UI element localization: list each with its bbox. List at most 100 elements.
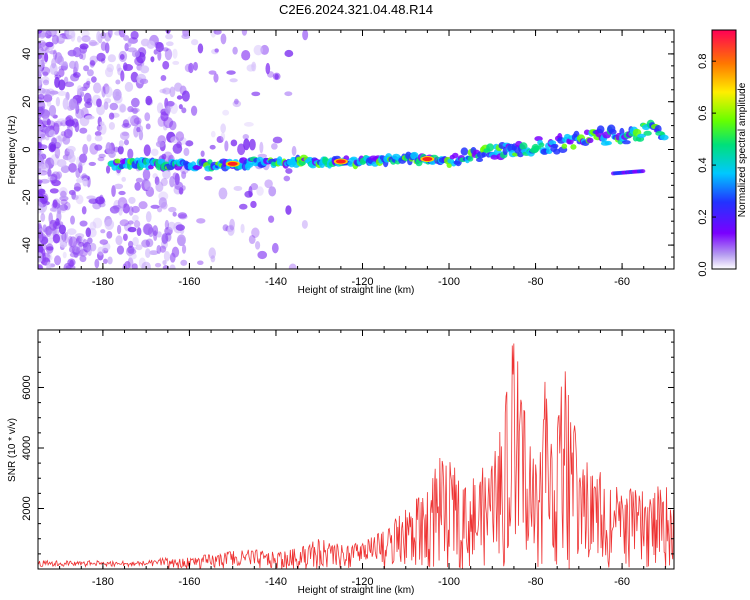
heatmap-noise-cell [61,231,67,242]
heatmap-ridge-cell [410,151,419,160]
heatmap-noise-cell [38,79,43,90]
heatmap-noise-cell [181,170,187,179]
heatmap-noise-cell [118,190,126,196]
heatmap-noise-cell [116,224,122,235]
heatmap-noise-cell [114,183,124,190]
heatmap-noise-cell [39,178,50,184]
heatmap-noise-cell [256,186,264,196]
heatmap-noise-cell [119,219,130,227]
heatmap-noise-cell [157,116,166,127]
heatmap-noise-cell [227,224,235,236]
heatmap-noise-cell [44,52,49,63]
heatmap-noise-cell [251,91,261,97]
heatmap-noise-cell [41,66,51,76]
heatmap-noise-cell [143,144,151,157]
heatmap-noise-cell [46,252,52,258]
heatmap-noise-cell [74,121,80,133]
heatmap-noise-cell [174,82,183,92]
heatmap-noise-cell [251,63,256,68]
heatmap-noise-cell [127,226,137,233]
snr-panel: -180 -160 -140 -120 -100 -80 -60 200040006000 … [7,329,675,596]
heatmap-noise-cell [41,88,51,95]
heatmap-noise-cell [172,48,178,59]
heatmap-noise-cell [128,206,134,216]
heatmap-noise-cell [124,261,131,269]
heatmap-ridge-cell [476,157,484,163]
heatmap-noise-cell [84,101,93,109]
heatmap-noise-cell [68,118,74,127]
heatmap-noise-cell [161,153,167,160]
heatmap-noise-cell [130,30,139,40]
heatmap-noise-cell [60,130,67,137]
heatmap-noise-cell [128,248,137,255]
heatmap-noise-cell [68,189,76,196]
heatmap-noise-cell [127,240,134,248]
heatmap-noise-cell [103,101,109,110]
heatmap-noise-cell [150,148,159,157]
heatmap-noise-cell [210,130,216,138]
colorbar-gradient [711,29,737,270]
heatmap-noise-cell [172,60,180,65]
heatmap-noise-cell [46,30,55,36]
heatmap-noise-cell [118,30,126,38]
heatmap-noise-cell [230,139,238,147]
x-tick-label: -60 [614,276,630,288]
heatmap-noise-cell [134,182,141,191]
heatmap-noise-cell [284,49,294,58]
heatmap-noise-cell [168,206,177,213]
heatmap-secondary-cell [640,169,646,174]
heatmap-noise-cell [86,134,92,142]
heatmap-noise-cell [271,143,278,150]
heatmap-noise-cell [141,239,151,248]
heatmap-noise-cell [283,175,291,182]
heatmap-noise-cell [52,199,58,209]
heatmap-noise-cell [222,224,229,232]
heatmap-noise-cell [78,242,85,247]
heatmap-ridge-cell [608,128,617,135]
heatmap-noise-cell [272,136,283,144]
heatmap-noise-cell [210,255,216,263]
heatmap-noise-cell [132,236,139,247]
y-tick-label: 4000 [21,436,33,460]
heatmap-noise-cell [65,30,76,39]
heatmap-noise-cell [104,97,112,104]
x-tick-label: -140 [265,276,287,288]
heatmap-noise-cell [76,246,84,257]
heatmap-noise-cell [241,49,251,61]
heatmap-noise-cell [41,252,51,262]
heatmap-noise-cell [76,85,83,96]
heatmap-noise-cell [121,176,127,182]
heatmap-noise-cell [128,252,137,260]
heatmap-noise-cell [69,252,79,258]
heatmap-noise-cell [291,145,297,157]
heatmap-noise-cell [141,261,151,269]
heatmap-noise-cell [172,211,177,217]
heatmap-noise-cell [62,135,71,145]
heatmap-noise-cell [38,128,47,139]
colorbar-label: Normalized spectral amplitude [737,82,748,217]
heatmap-noise-cell [79,127,88,134]
heatmap-noise-cell [46,120,56,129]
heatmap-noise-cell [155,41,164,53]
heatmap-noise-cell [43,94,53,103]
heatmap-noise-cell [42,71,49,77]
heatmap-noise-cell [42,224,47,233]
heatmap-noise-cell [76,35,82,43]
heatmap-noise-cell [89,143,99,155]
heatmap-noise-cell [94,258,100,269]
heatmap-noise-cell [81,206,87,215]
heatmap-noise-cell [158,197,167,209]
heatmap-noise-cell [106,230,113,239]
heatmap-noise-cell [150,204,160,209]
heatmap-noise-cell [55,135,63,148]
heatmap-noise-cell [100,41,107,51]
heatmap-ridge-cell [570,144,577,150]
heatmap-noise-cell [117,145,124,155]
heatmap-noise-cell [68,236,78,248]
y-tick-label: 6000 [21,375,33,399]
colorbar-tick-label: 0.0 [697,261,709,276]
heatmap-noise-cell [57,118,67,123]
heatmap-noise-cell [229,78,238,83]
heatmap-noise-cell [181,107,187,114]
heatmap-noise-cell [107,54,116,63]
